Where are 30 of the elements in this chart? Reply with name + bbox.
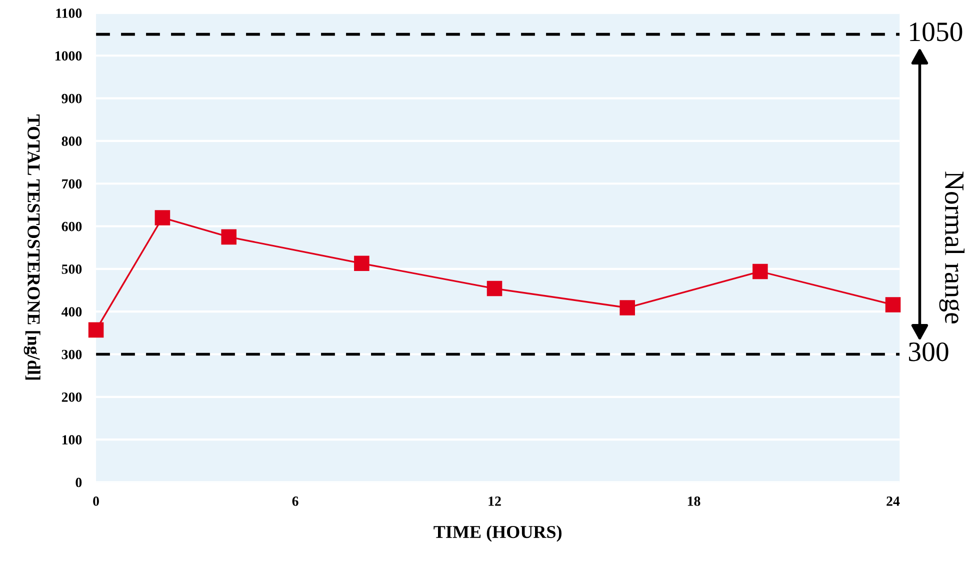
y-tick-label: 1100 [56, 8, 82, 18]
point [221, 229, 237, 245]
y-tick-label: 300 [62, 350, 82, 360]
y-tick-label: 200 [62, 392, 82, 402]
x-tick-label: 12 [488, 496, 501, 506]
ref-line-label: 1050 [910, 22, 962, 42]
point [354, 256, 370, 272]
point [752, 264, 768, 280]
y-axis-title: TOTAL TESTOSTERONE [ng/dl] [24, 114, 40, 380]
y-tick-label: 800 [62, 136, 82, 146]
point [620, 300, 635, 316]
y-tick-label: 400 [62, 307, 82, 317]
x-tick-label: 24 [886, 496, 900, 506]
y-tick-label: 100 [62, 435, 82, 445]
x-tick-label: 6 [292, 496, 298, 506]
y-tick-label: 700 [62, 179, 82, 189]
y-tick-label: 1000 [55, 51, 82, 61]
x-tick-label: 18 [688, 496, 700, 506]
y-tick-label: 500 [62, 264, 82, 274]
ref-line-label: 300 [909, 342, 948, 362]
y-tick-label: 600 [62, 222, 82, 232]
point [88, 322, 104, 338]
point [154, 210, 170, 226]
x-tick-label: 0 [93, 496, 99, 506]
point [486, 280, 502, 296]
x-axis-title: TIME (HOURS) [434, 525, 562, 542]
y-tick-label: 0 [76, 478, 82, 488]
y-tick-label: 900 [62, 94, 82, 104]
text: Normal range [939, 172, 965, 324]
point [885, 297, 901, 312]
